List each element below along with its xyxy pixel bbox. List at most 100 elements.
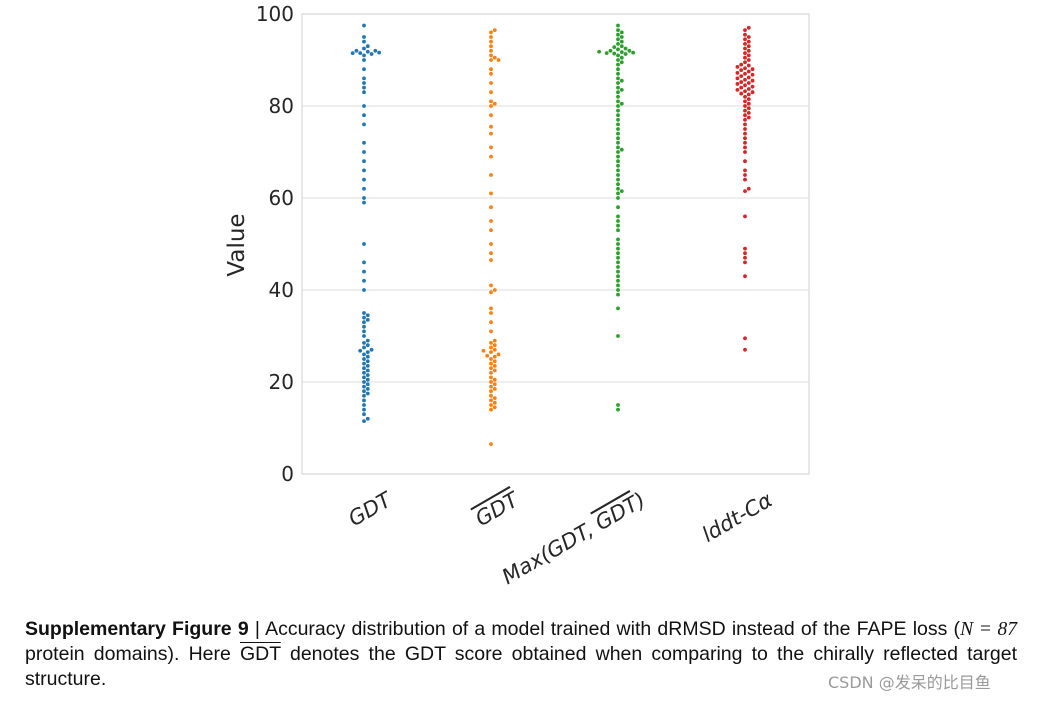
point-s1-23 bbox=[485, 353, 490, 358]
point-s3-29 bbox=[743, 99, 747, 104]
point-s2-30 bbox=[616, 163, 620, 168]
caption-math: N = 87 bbox=[960, 619, 1018, 640]
point-s3-35 bbox=[743, 89, 747, 94]
point-s2-23 bbox=[616, 191, 620, 196]
point-s0-43 bbox=[362, 260, 366, 265]
point-s2-29 bbox=[616, 168, 620, 173]
point-s1-52 bbox=[489, 104, 493, 108]
point-s0-48 bbox=[362, 177, 366, 182]
point-s3-7 bbox=[743, 214, 747, 219]
point-s2-2 bbox=[616, 334, 620, 338]
point-s1-35 bbox=[489, 306, 493, 311]
point-s1-0 bbox=[489, 442, 493, 446]
y-gridlines bbox=[302, 13, 809, 475]
point-s2-39 bbox=[616, 127, 620, 131]
point-s3-72 bbox=[743, 28, 747, 32]
point-s0-59 bbox=[362, 76, 366, 81]
point-s1-41 bbox=[489, 242, 493, 246]
point-s2-3 bbox=[616, 306, 620, 311]
point-s2-25 bbox=[616, 186, 620, 191]
point-s0-60 bbox=[362, 67, 366, 72]
point-s0-51 bbox=[362, 150, 366, 154]
point-s3-55 bbox=[743, 66, 747, 71]
y-tick-60: 60 bbox=[269, 186, 294, 210]
point-s2-1 bbox=[616, 403, 620, 407]
point-s1-37 bbox=[492, 288, 497, 292]
point-s2-9 bbox=[616, 269, 620, 274]
point-s0-33 bbox=[362, 329, 366, 334]
point-s0-39 bbox=[362, 311, 366, 315]
point-s2-67 bbox=[608, 48, 613, 53]
point-s0-20 bbox=[362, 361, 366, 366]
point-s3-54 bbox=[750, 67, 755, 72]
point-s1-53 bbox=[492, 101, 497, 106]
point-s2-28 bbox=[616, 173, 620, 177]
point-s0-23 bbox=[365, 354, 370, 359]
point-s0-8 bbox=[362, 389, 366, 394]
point-s0-42 bbox=[362, 269, 366, 274]
point-s2-8 bbox=[616, 274, 620, 279]
point-s1-3 bbox=[489, 403, 493, 407]
point-s2-68 bbox=[627, 48, 632, 53]
point-s2-11 bbox=[616, 260, 620, 265]
point-s3-47 bbox=[746, 75, 751, 80]
point-s0-38 bbox=[365, 313, 370, 318]
point-s3-13 bbox=[743, 159, 747, 164]
point-s2-55 bbox=[616, 67, 620, 72]
point-s3-6 bbox=[743, 246, 747, 251]
point-s2-26 bbox=[616, 182, 620, 187]
point-s1-13 bbox=[492, 377, 497, 382]
y-axis-label: Value bbox=[224, 213, 250, 276]
point-s1-59 bbox=[489, 58, 493, 62]
point-s3-43 bbox=[739, 80, 744, 84]
point-s3-53 bbox=[739, 68, 744, 73]
point-s3-11 bbox=[743, 173, 747, 177]
point-s1-27 bbox=[492, 347, 497, 352]
point-s0-30 bbox=[362, 341, 366, 345]
point-s0-64 bbox=[358, 51, 363, 55]
point-s0-54 bbox=[362, 113, 366, 118]
point-s1-42 bbox=[489, 228, 493, 233]
point-s1-33 bbox=[489, 320, 493, 325]
point-s0-65 bbox=[350, 51, 355, 55]
point-s3-10 bbox=[743, 177, 747, 182]
caption-overline-gdt: GDT bbox=[240, 643, 281, 665]
point-s2-4 bbox=[616, 292, 620, 297]
point-s3-34 bbox=[750, 90, 755, 95]
point-s3-57 bbox=[746, 63, 751, 68]
point-s2-42 bbox=[616, 113, 620, 118]
y-tick-20: 20 bbox=[269, 370, 294, 394]
point-s0-26 bbox=[358, 348, 363, 353]
point-s1-34 bbox=[489, 311, 493, 315]
point-s1-14 bbox=[489, 375, 493, 380]
point-s2-70 bbox=[623, 46, 628, 51]
point-s3-69 bbox=[743, 37, 747, 42]
point-s0-10 bbox=[362, 384, 366, 389]
caption-text-1: Accuracy distribution of a model trained… bbox=[265, 618, 961, 640]
point-s2-45 bbox=[619, 101, 624, 106]
point-s2-78 bbox=[619, 30, 624, 35]
point-s3-52 bbox=[746, 69, 751, 74]
point-s3-19 bbox=[743, 127, 747, 131]
point-s1-40 bbox=[489, 251, 493, 256]
point-s0-40 bbox=[362, 288, 366, 292]
point-s1-20 bbox=[492, 359, 497, 364]
point-s0-2 bbox=[362, 412, 366, 417]
point-s2-73 bbox=[616, 42, 620, 46]
point-s2-46 bbox=[616, 99, 620, 104]
point-s3-16 bbox=[743, 140, 747, 145]
point-s2-75 bbox=[616, 37, 620, 42]
point-s3-28 bbox=[746, 101, 751, 106]
caption-label: Supplementary Figure 9 bbox=[25, 618, 249, 640]
point-s3-20 bbox=[743, 122, 747, 127]
point-s3-63 bbox=[743, 51, 747, 55]
point-s2-54 bbox=[616, 71, 620, 76]
point-s0-47 bbox=[362, 186, 366, 191]
point-s1-10 bbox=[489, 384, 493, 389]
point-s0-9 bbox=[365, 387, 370, 391]
point-s2-31 bbox=[616, 159, 620, 164]
caption-text-3: denotes the GDT score obtained when comp… bbox=[25, 643, 1017, 690]
point-s3-33 bbox=[739, 91, 744, 96]
point-s0-61 bbox=[362, 58, 366, 62]
point-s2-48 bbox=[616, 90, 620, 95]
